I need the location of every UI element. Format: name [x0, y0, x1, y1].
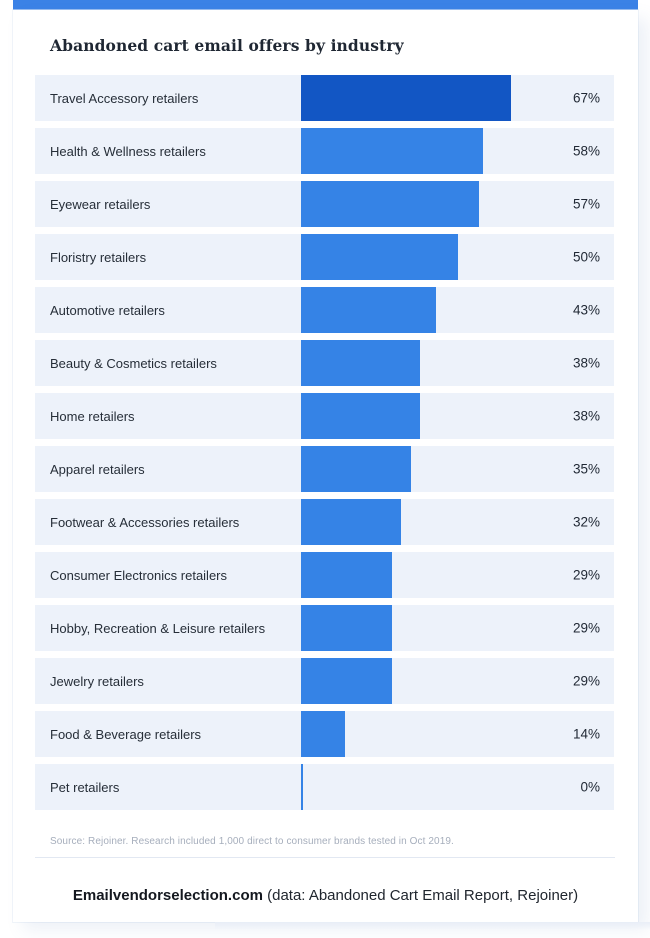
value-label: 32% — [572, 514, 600, 530]
category-label: Food & Beverage retailers — [50, 726, 202, 742]
value-bar — [301, 446, 411, 492]
category-label: Travel Accessory retailers — [50, 90, 199, 106]
value-bar — [301, 605, 392, 651]
chart-row: Travel Accessory retailers 67% — [35, 75, 614, 121]
chart-row: Beauty & Cosmetics retailers 38% — [35, 340, 614, 386]
category-label: Pet retailers — [50, 779, 120, 795]
footer-brand: Emailvendorselection.com — [72, 887, 263, 904]
chart-row: Eyewear retailers 57% — [35, 181, 614, 227]
card-shadow — [215, 922, 650, 930]
category-label: Automotive retailers — [50, 302, 165, 318]
category-label: Hobby, Recreation & Leisure retailers — [50, 620, 266, 636]
chart-row: Hobby, Recreation & Leisure retailers 29… — [35, 605, 614, 651]
value-label: 38% — [572, 355, 600, 371]
value-bar — [301, 711, 345, 757]
category-label: Footwear & Accessories retailers — [50, 514, 240, 530]
chart-row: Footwear & Accessories retailers 32% — [35, 499, 614, 545]
value-bar — [301, 234, 458, 280]
value-label: 67% — [572, 90, 600, 106]
value-label: 29% — [572, 620, 600, 636]
value-bar — [301, 552, 392, 598]
chart-row: Apparel retailers 35% — [35, 446, 614, 492]
value-bar — [301, 764, 303, 810]
category-label: Eyewear retailers — [50, 196, 151, 212]
value-label: 14% — [572, 726, 600, 742]
value-bar — [301, 340, 420, 386]
value-label: 0% — [580, 779, 600, 795]
value-bar — [301, 75, 511, 121]
chart-row: Health & Wellness retailers 58% — [35, 128, 614, 174]
source-note: Source: Rejoiner. Research included 1,00… — [50, 836, 454, 847]
value-bar — [301, 128, 483, 174]
infographic-card: Abandoned cart email offers by industry … — [13, 10, 638, 922]
value-bar — [301, 287, 436, 333]
chart-row: Jewelry retailers 29% — [35, 658, 614, 704]
value-bar — [301, 393, 420, 439]
chart-row: Automotive retailers 43% — [35, 287, 614, 333]
footer-data-credit: (data: Abandoned Cart Email Report, Rejo… — [262, 887, 579, 904]
chart-row: Pet retailers 0% — [35, 764, 614, 810]
value-label: 29% — [572, 673, 600, 689]
divider-line — [35, 857, 615, 858]
category-label: Home retailers — [50, 408, 135, 424]
chart-title: Abandoned cart email offers by industry — [50, 36, 404, 55]
value-label: 43% — [572, 302, 600, 318]
value-bar — [301, 658, 392, 704]
category-label: Beauty & Cosmetics retailers — [50, 355, 217, 371]
value-label: 38% — [572, 408, 600, 424]
value-label: 50% — [572, 249, 600, 265]
value-label: 29% — [572, 567, 600, 583]
bar-chart: Travel Accessory retailers 67% Health & … — [35, 75, 614, 817]
value-bar — [301, 499, 402, 545]
category-label: Apparel retailers — [50, 461, 145, 477]
chart-row: Home retailers 38% — [35, 393, 614, 439]
category-label: Health & Wellness retailers — [50, 143, 206, 159]
category-label: Consumer Electronics retailers — [50, 567, 228, 583]
chart-row: Consumer Electronics retailers 29% — [35, 552, 614, 598]
value-label: 58% — [572, 143, 600, 159]
value-label: 35% — [572, 461, 600, 477]
chart-row: Food & Beverage retailers 14% — [35, 711, 614, 757]
chart-row: Floristry retailers 50% — [35, 234, 614, 280]
value-label: 57% — [572, 196, 600, 212]
value-bar — [301, 181, 480, 227]
footer-attribution: Emailvendorselection.com (data: Abandone… — [13, 887, 638, 904]
category-label: Floristry retailers — [50, 249, 147, 265]
category-label: Jewelry retailers — [50, 673, 144, 689]
top-accent-bar — [13, 0, 638, 10]
